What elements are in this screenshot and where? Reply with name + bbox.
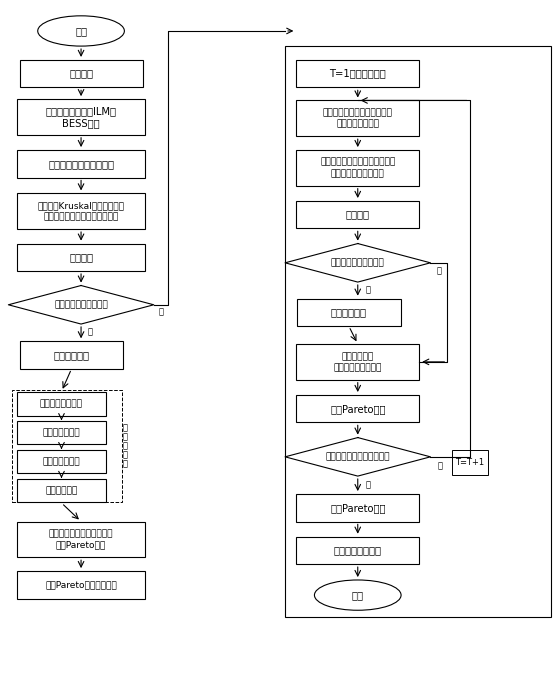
Text: 采用基于Kruskal的最小树生成
算法，获得初始辐射状网络结构: 采用基于Kruskal的最小树生成 算法，获得初始辐射状网络结构	[37, 201, 125, 222]
FancyBboxPatch shape	[296, 344, 419, 380]
Text: 输出Pareto解集: 输出Pareto解集	[330, 503, 386, 513]
Text: 开始: 开始	[75, 26, 87, 36]
FancyBboxPatch shape	[17, 392, 106, 416]
FancyBboxPatch shape	[17, 193, 145, 229]
Text: 更新动态权重和学习因子，更
新粒子速度和位置: 更新动态权重和学习因子，更 新粒子速度和位置	[323, 108, 392, 129]
FancyBboxPatch shape	[297, 299, 400, 326]
Text: 删除Pareto解集中的劣解: 删除Pareto解集中的劣解	[45, 580, 117, 590]
FancyBboxPatch shape	[12, 390, 122, 502]
FancyBboxPatch shape	[17, 99, 145, 135]
Text: 结束: 结束	[352, 590, 364, 600]
Text: 潮流计算: 潮流计算	[69, 252, 93, 262]
FancyBboxPatch shape	[296, 395, 419, 422]
FancyBboxPatch shape	[296, 494, 419, 522]
FancyBboxPatch shape	[452, 450, 488, 475]
Text: 计算适应度，
更新个体和种群最优: 计算适应度， 更新个体和种群最优	[334, 352, 382, 372]
Text: T=T+1: T=T+1	[455, 458, 485, 467]
Text: 是: 是	[159, 308, 163, 317]
FancyBboxPatch shape	[20, 341, 123, 369]
FancyBboxPatch shape	[296, 100, 419, 136]
Ellipse shape	[314, 580, 401, 610]
Text: 是否满足概率约束条件: 是否满足概率约束条件	[331, 258, 385, 268]
Text: 分别对电动汽车、ILM、
BESS建模: 分别对电动汽车、ILM、 BESS建模	[45, 106, 117, 128]
Text: 判断是否达到迭代终止标准: 判断是否达到迭代终止标准	[325, 452, 390, 462]
Text: 否: 否	[366, 286, 370, 295]
Text: 计算经济成本目标: 计算经济成本目标	[40, 399, 83, 409]
Text: 是: 是	[437, 266, 442, 276]
Text: 选择个体最优和种群最优，
构造Pareto解集: 选择个体最优和种群最优， 构造Pareto解集	[49, 529, 113, 550]
FancyBboxPatch shape	[296, 60, 419, 87]
Text: 计算组合目标: 计算组合目标	[45, 486, 78, 495]
Text: 计算可靠性目标: 计算可靠性目标	[42, 428, 80, 438]
Text: 计算稳定性目标: 计算稳定性目标	[42, 457, 80, 466]
Text: 计算潮流: 计算潮流	[346, 210, 369, 219]
Ellipse shape	[37, 16, 124, 46]
FancyBboxPatch shape	[20, 60, 143, 87]
FancyBboxPatch shape	[296, 150, 419, 186]
Text: 是否满足概率约束条件: 是否满足概率约束条件	[54, 300, 108, 310]
FancyBboxPatch shape	[17, 421, 106, 444]
FancyBboxPatch shape	[17, 479, 106, 502]
FancyBboxPatch shape	[17, 244, 145, 271]
FancyBboxPatch shape	[17, 450, 106, 473]
Text: 修订线路参数，重新计算支路权
值，生成新的网络结构: 修订线路参数，重新计算支路权 值，生成新的网络结构	[320, 158, 395, 178]
Text: 否: 否	[88, 327, 93, 337]
Text: 更新Pareto解集: 更新Pareto解集	[330, 404, 386, 413]
Text: T=1（迭代次数）: T=1（迭代次数）	[329, 69, 386, 78]
Text: 启动下层模型: 启动下层模型	[54, 350, 89, 360]
FancyBboxPatch shape	[17, 571, 145, 599]
Text: 启动下层模型: 启动下层模型	[331, 308, 367, 317]
Text: 是: 是	[366, 480, 370, 490]
FancyBboxPatch shape	[296, 537, 419, 564]
Text: 数据初始化、种群初始化: 数据初始化、种群初始化	[48, 159, 114, 169]
FancyBboxPatch shape	[17, 150, 145, 178]
Text: 确定最佳规划方案: 确定最佳规划方案	[334, 546, 382, 555]
Text: 负荷预测: 负荷预测	[69, 69, 93, 78]
Text: 计
算
适
应
度: 计 算 适 应 度	[123, 423, 127, 469]
FancyBboxPatch shape	[296, 201, 419, 228]
FancyBboxPatch shape	[17, 522, 145, 557]
Text: 否: 否	[438, 461, 443, 471]
